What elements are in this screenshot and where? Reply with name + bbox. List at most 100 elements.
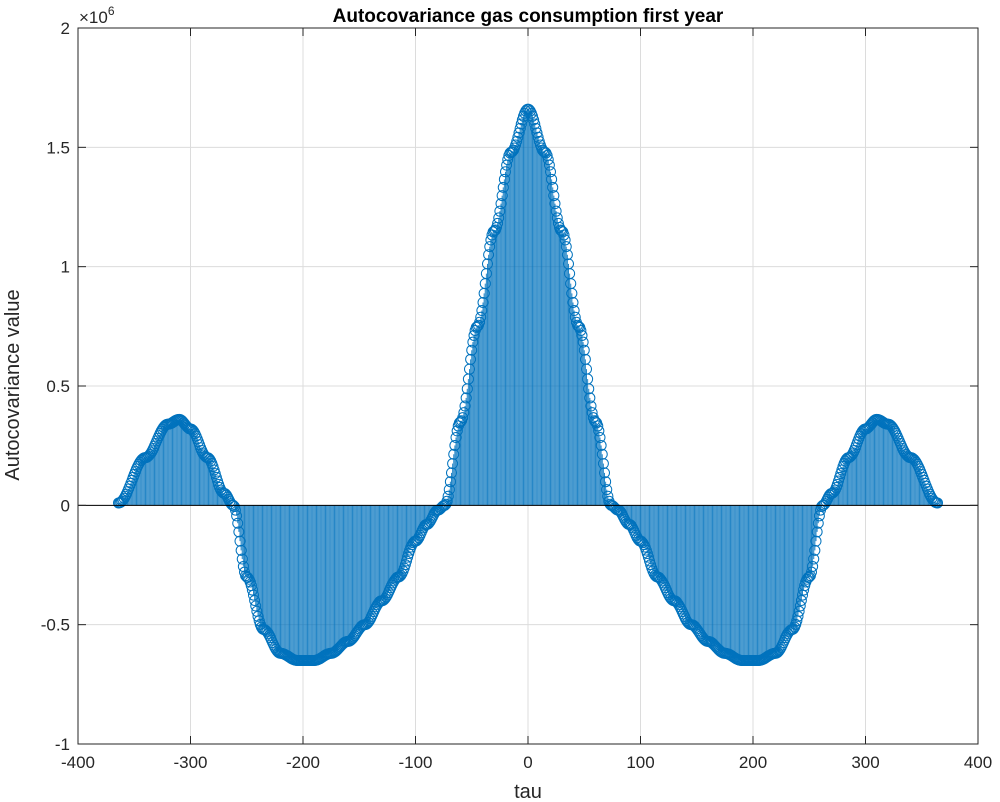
stem-marker	[483, 249, 495, 261]
stem-marker	[552, 217, 564, 229]
stem-marker	[466, 344, 478, 356]
stem-marker	[442, 490, 454, 502]
stem-marker	[512, 131, 524, 143]
stem-marker	[460, 392, 472, 404]
stem-marker	[234, 535, 246, 547]
stem-marker	[528, 114, 540, 126]
stem-marker	[514, 122, 526, 134]
y-tick-label: 0.5	[46, 377, 70, 396]
stem-marker	[492, 217, 504, 229]
stem-marker	[482, 258, 493, 270]
stem-marker	[593, 425, 605, 437]
stem-marker	[547, 181, 559, 193]
y-scale-base: ×10	[79, 8, 108, 27]
stem-marker	[543, 159, 555, 171]
stem-marker	[250, 600, 262, 612]
stem-marker	[232, 517, 244, 529]
stem-marker	[561, 249, 573, 261]
stem-marker	[447, 458, 459, 470]
stem-marker	[807, 560, 819, 572]
stem-marker	[187, 424, 199, 436]
stem-marker	[513, 127, 525, 139]
stem-marker	[394, 571, 406, 583]
stem-marker	[236, 553, 248, 565]
stem-marker	[584, 392, 596, 404]
stem-marker	[636, 536, 648, 548]
stem-marker	[575, 324, 587, 336]
stem-marker	[811, 526, 823, 538]
stem-marker	[577, 336, 589, 348]
stem-marker	[441, 495, 453, 507]
stem-marker	[203, 452, 214, 464]
stem-marker	[845, 450, 857, 462]
x-tick-label: -300	[173, 753, 207, 772]
stem-marker	[558, 229, 570, 241]
stem-marker	[497, 181, 509, 193]
y-tick-label: 2	[61, 19, 70, 38]
stem-marker	[812, 517, 824, 529]
stem-marker	[583, 383, 595, 395]
stem-marker	[459, 400, 471, 412]
stem-marker	[529, 118, 541, 130]
stem-marker	[458, 407, 470, 419]
x-tick-label: -200	[286, 753, 320, 772]
x-axis-label: tau	[514, 781, 542, 802]
stem-marker	[594, 432, 606, 444]
stem-marker	[808, 553, 820, 565]
stem-marker	[795, 594, 807, 606]
x-tick-label: 200	[739, 753, 767, 772]
stem-marker	[568, 305, 580, 317]
stem-marker	[248, 589, 259, 601]
x-tick-label: 400	[964, 753, 992, 772]
stem-marker	[449, 439, 461, 451]
stem-marker	[550, 205, 562, 217]
stem-marker	[794, 600, 806, 612]
stem-marker	[597, 458, 609, 470]
stem-marker	[476, 305, 488, 317]
stem-marker	[806, 566, 817, 578]
stem-marker	[549, 198, 561, 210]
stem-marker	[532, 131, 544, 143]
stem-marker	[495, 198, 507, 210]
stem-marker	[560, 241, 572, 253]
stem-marker	[457, 412, 469, 424]
stem-marker	[500, 166, 511, 178]
stem-marker	[566, 287, 578, 299]
stem-marker	[493, 212, 505, 224]
y-tick-label: 1	[61, 258, 70, 277]
stem-marker	[548, 190, 560, 202]
stem-marker	[252, 610, 264, 622]
stem-marker	[233, 526, 245, 538]
stem-marker	[576, 329, 588, 341]
stem-marker	[231, 510, 243, 522]
x-tick-label: -100	[398, 753, 432, 772]
stem-marker	[792, 610, 804, 622]
y-axis-label: Autocovariance value	[2, 289, 24, 480]
x-tick-label: 0	[523, 753, 532, 772]
stem-marker	[246, 584, 258, 596]
x-tick-label: 300	[851, 753, 879, 772]
stem-marker	[494, 205, 506, 217]
stem-marker	[515, 118, 527, 130]
stem-marker	[542, 154, 554, 166]
chart-title: Autocovariance gas consumption first yea…	[333, 6, 724, 27]
stem-marker	[559, 234, 571, 246]
stem-marker	[444, 476, 456, 488]
stem-marker	[465, 353, 477, 365]
stem-marker	[475, 311, 487, 323]
stem-marker	[496, 190, 508, 202]
stem-marker	[596, 448, 608, 460]
stem-marker	[601, 484, 613, 496]
stem-marker	[545, 166, 556, 178]
stem-marker	[798, 584, 810, 596]
stem-marker	[599, 467, 610, 479]
x-tick-label: -400	[61, 753, 95, 772]
x-tick-labels: -400 -300 -200 -100 0 100 200 300 400	[61, 753, 992, 772]
stem-marker	[539, 146, 551, 158]
stem-marker	[810, 535, 822, 547]
stem-marker	[793, 605, 805, 617]
stem-marker	[530, 122, 542, 134]
stem-marker	[498, 173, 510, 185]
x-tick-label: 100	[626, 753, 654, 772]
